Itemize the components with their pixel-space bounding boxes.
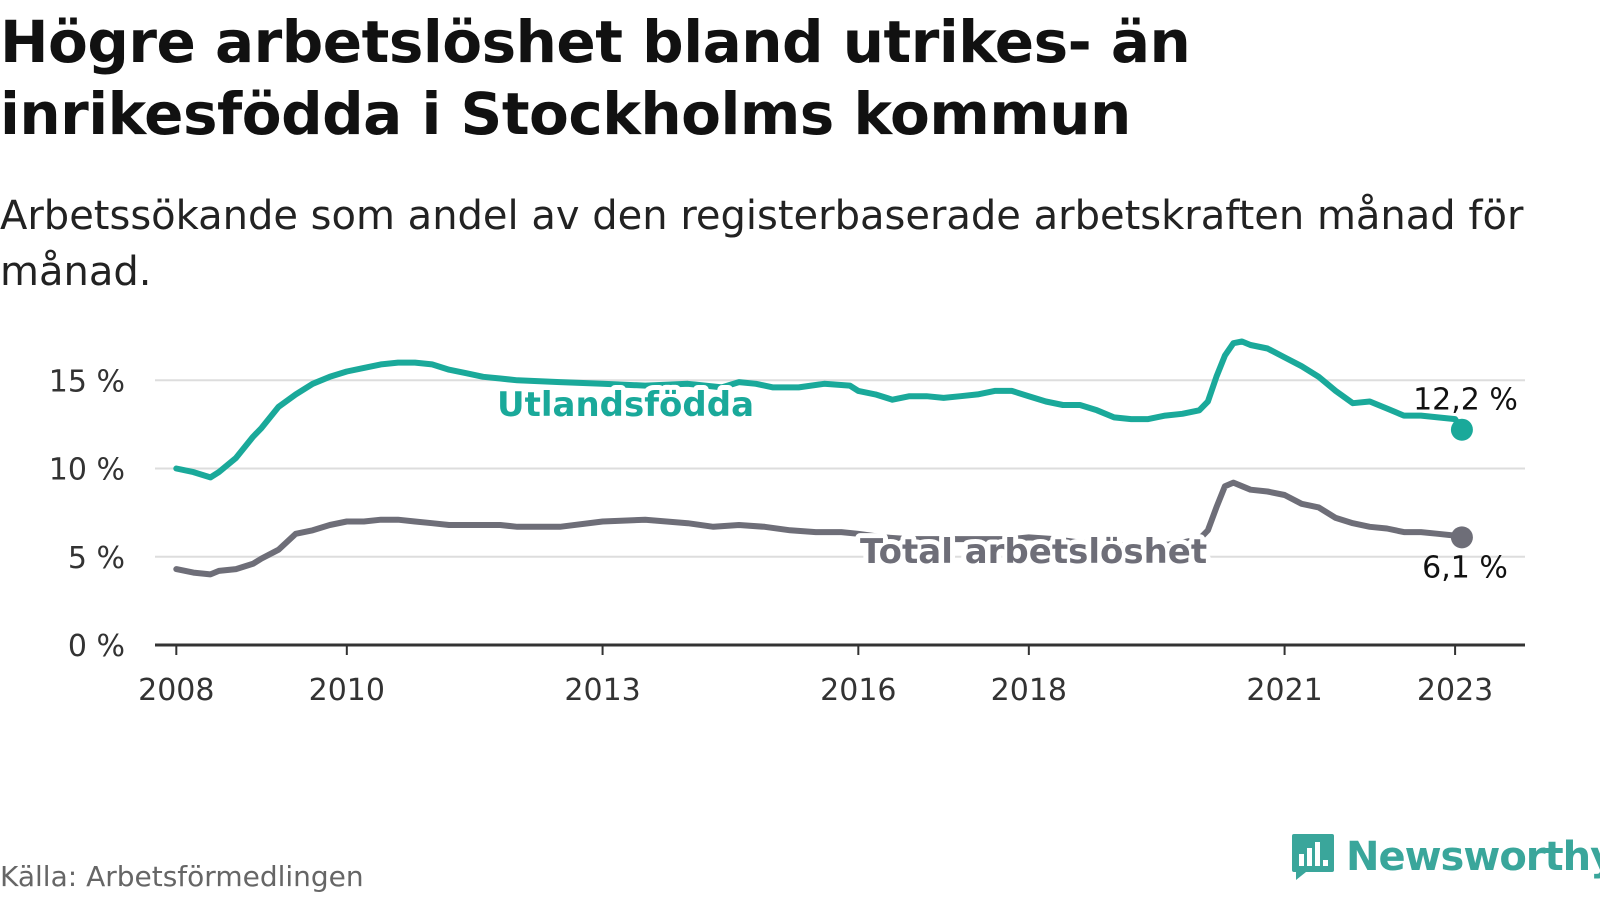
source-note: Källa: Arbetsförmedlingen: [0, 860, 364, 893]
x-tick-label: 2008: [138, 673, 214, 708]
end-value-label-utlandsfodda: 12,2 %: [1413, 383, 1518, 418]
y-tick-label: 15 %: [49, 364, 125, 399]
y-tick-label: 0 %: [68, 629, 125, 664]
line-chart: 2008 2010 2013 2016 2018 2021 2023 0 % 5 % 10 % 1…: [49, 338, 1525, 708]
gridlines: [155, 379, 1525, 558]
series-lines: [173, 338, 1473, 578]
x-tick-label: 2013: [564, 673, 640, 708]
series-end-dot: [1450, 526, 1473, 549]
brand-logo: Newsworthy: [1290, 832, 1600, 882]
x-tick-label: 2021: [1246, 673, 1322, 708]
series-label-utlandsfodda: Utlandsfödda: [497, 385, 754, 425]
y-tick-label: 10 %: [49, 453, 125, 488]
series-line-total: [173, 479, 1465, 578]
x-tick-label: 2023: [1417, 673, 1493, 708]
newsworthy-logo-icon: [1292, 834, 1334, 880]
series-labels: Utlandsfödda Total arbetslöshet 12,2 % 6,1 …: [492, 380, 1518, 585]
x-tick-label: 2016: [820, 673, 896, 708]
y-tick-label: 5 %: [68, 541, 125, 576]
y-axis-labels: 0 % 5 % 10 % 15 %: [49, 364, 125, 664]
series-line-utlandsfodda: [173, 338, 1465, 481]
x-tick-label: 2018: [991, 673, 1067, 708]
series-label-total: Total arbetslöshet: [860, 532, 1207, 572]
series-end-dot: [1450, 418, 1473, 441]
x-axis: 2008 2010 2013 2016 2018 2021 2023: [138, 643, 1525, 708]
x-tick-label: 2010: [309, 673, 385, 708]
end-value-label-total: 6,1 %: [1422, 550, 1508, 585]
brand-name: Newsworthy: [1346, 834, 1600, 880]
chart-subtitle: Arbetssökande som andel av den registerb…: [0, 193, 1524, 295]
chart-title: Högre arbetslöshet bland utrikes- än inr…: [0, 8, 1191, 148]
